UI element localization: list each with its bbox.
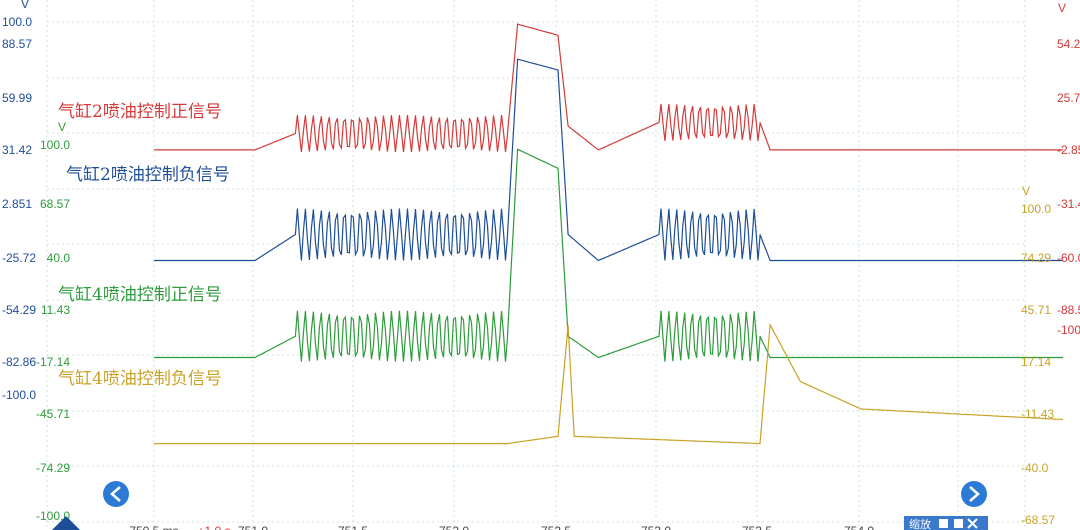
cursor-time-label: +1.0 s	[197, 524, 230, 530]
green-left-tick-label: 40.0	[47, 251, 71, 265]
red-right-tick-label: -2.857	[1057, 143, 1080, 157]
green-left-tick-label: 68.57	[40, 197, 70, 211]
yellow-right-unit: V	[1022, 184, 1030, 198]
zoom-label: 缩放	[909, 517, 931, 530]
cursor-marker-icon[interactable]	[52, 516, 80, 530]
x-tick-label: 751.5	[338, 524, 368, 530]
red-right-tick-label: 25.71	[1057, 91, 1080, 105]
trace-line-3	[154, 148, 1063, 362]
red-right-tick-label: -88.57	[1057, 303, 1080, 317]
trace-label-3: 气缸4喷油控制正信号	[58, 284, 222, 305]
blue-left-tick-label: 31.42	[2, 143, 32, 157]
trace-label-1: 气缸2喷油控制正信号	[58, 101, 222, 122]
trace-line-1	[154, 23, 1063, 153]
yellow-right-tick-label: 74.29	[1021, 251, 1051, 265]
trace-label-2: 气缸2喷油控制负信号	[66, 164, 230, 185]
yellow-right-tick-label: -40.0	[1021, 461, 1049, 475]
x-tick-label: 750.5 ms	[129, 524, 178, 530]
chevron-right-icon	[969, 486, 980, 502]
red-right-tick-label: -31.43	[1057, 197, 1080, 211]
green-left-tick-label: 11.43	[41, 303, 70, 317]
x-tick-label: 752.5	[541, 524, 571, 530]
yellow-right-tick-label: -68.57	[1021, 513, 1055, 527]
red-right-tick-label: -100.0	[1057, 323, 1080, 337]
trace-label-4: 气缸4喷油控制负信号	[58, 368, 222, 389]
green-left-tick-label: -17.14	[36, 355, 70, 369]
x-tick-label: 754.0	[844, 524, 874, 530]
green-left-tick-label: -74.29	[36, 461, 70, 475]
x-tick-label: 752.0	[439, 524, 469, 530]
traces	[154, 23, 1064, 445]
blue-left-tick-label: -100.0	[2, 388, 36, 402]
yellow-right-tick-label: 100.0	[1021, 202, 1051, 216]
right-axis-labels: V 54.29 25.71 -2.857 -31.43 -60.0 -88.57 -100.0…	[1021, 1, 1080, 527]
scroll-right-button[interactable]	[961, 481, 987, 507]
scroll-left-button[interactable]	[103, 481, 129, 507]
green-left-unit: V	[58, 120, 66, 134]
close-icon[interactable]	[967, 518, 978, 529]
red-right-tick-label: -60.0	[1057, 251, 1080, 265]
green-left-tick-label: -45.71	[36, 407, 70, 421]
green-left-tick-label: 100.0	[40, 138, 70, 152]
yellow-right-tick-label: -11.43	[1021, 407, 1054, 421]
blue-left-tick-label: -54.29	[2, 303, 36, 317]
green-left-tick-label: -100.0	[36, 509, 70, 523]
red-right-tick-label: 54.29	[1057, 37, 1080, 51]
yellow-right-tick-label: 45.71	[1021, 303, 1051, 317]
x-tick-label: 751.0	[238, 524, 268, 530]
x-axis: 750.5 ms 751.0 751.5 752.0 752.5 753.0 753.5 75…	[129, 524, 874, 530]
chevron-left-icon	[110, 486, 121, 502]
blue-left-tick-label: -25.72	[2, 251, 36, 265]
blue-left-tick-label: 100.0	[2, 15, 32, 29]
blue-left-tick-label: 59.99	[2, 91, 32, 105]
blue-left-tick-label: -82.86	[2, 355, 36, 369]
trace-line-2	[154, 58, 1063, 262]
x-tick-label: 753.0	[641, 524, 671, 530]
trace-line-4	[154, 322, 1064, 445]
zoom-in-button[interactable]	[954, 519, 963, 528]
blue-left-unit: V	[21, 0, 29, 11]
x-tick-label: 753.5	[742, 524, 772, 530]
blue-left-tick-label: 88.57	[2, 37, 32, 51]
grid	[46, 0, 1026, 530]
zoom-out-button[interactable]	[939, 519, 948, 528]
zoom-controls: 缩放	[904, 516, 988, 530]
left-axis-labels: V 100.0 88.57 59.99 31.42 2.851 -25.72 -54.29 -8…	[2, 0, 70, 523]
blue-left-tick-label: 2.851	[2, 197, 32, 211]
red-right-unit: V	[1058, 1, 1066, 15]
yellow-right-tick-label: 17.14	[1021, 355, 1051, 369]
